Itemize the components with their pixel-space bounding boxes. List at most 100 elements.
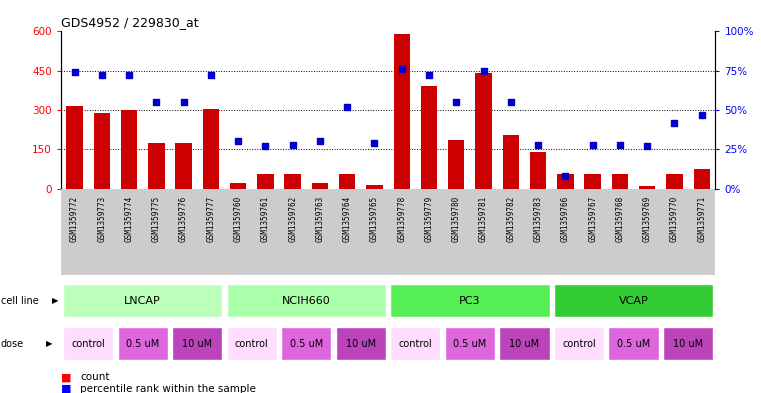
Bar	[609, 327, 658, 360]
Bar	[366, 185, 383, 189]
Text: 0.5 uM: 0.5 uM	[454, 339, 486, 349]
Bar	[282, 327, 331, 360]
Bar	[554, 284, 713, 317]
Text: percentile rank within the sample: percentile rank within the sample	[80, 384, 256, 393]
Text: GSM1359760: GSM1359760	[234, 196, 243, 242]
Text: GSM1359776: GSM1359776	[179, 196, 188, 242]
Bar	[230, 183, 247, 189]
Point	[368, 140, 380, 146]
Bar	[121, 110, 137, 189]
Text: GSM1359766: GSM1359766	[561, 196, 570, 242]
Text: 10 uM: 10 uM	[509, 339, 540, 349]
Bar	[227, 327, 277, 360]
Text: count: count	[80, 372, 110, 382]
Point	[668, 119, 680, 126]
Point	[396, 66, 408, 72]
Text: GSM1359768: GSM1359768	[616, 196, 624, 242]
Point	[641, 143, 653, 149]
Text: GSM1359765: GSM1359765	[370, 196, 379, 242]
Bar	[390, 284, 549, 317]
Bar	[227, 284, 386, 317]
Text: VCAP: VCAP	[619, 296, 648, 306]
Text: control: control	[399, 339, 432, 349]
Text: 0.5 uM: 0.5 uM	[290, 339, 323, 349]
Text: GSM1359782: GSM1359782	[506, 196, 515, 242]
Point	[451, 99, 463, 105]
Text: 10 uM: 10 uM	[673, 339, 703, 349]
Text: GSM1359777: GSM1359777	[206, 196, 215, 242]
Text: control: control	[562, 339, 596, 349]
Bar	[285, 174, 301, 189]
Point	[232, 138, 244, 145]
Bar	[445, 327, 495, 360]
Bar	[584, 174, 601, 189]
Point	[587, 141, 599, 148]
Bar	[421, 86, 437, 189]
Point	[614, 141, 626, 148]
Point	[505, 99, 517, 105]
Text: GSM1359771: GSM1359771	[697, 196, 706, 242]
Point	[477, 68, 489, 74]
Text: GSM1359761: GSM1359761	[261, 196, 270, 242]
Bar	[94, 113, 110, 189]
Bar	[502, 135, 519, 189]
Text: GSM1359778: GSM1359778	[397, 196, 406, 242]
Bar	[118, 327, 167, 360]
Text: ▶: ▶	[52, 296, 59, 305]
Text: GDS4952 / 229830_at: GDS4952 / 229830_at	[61, 16, 199, 29]
Text: 10 uM: 10 uM	[182, 339, 212, 349]
Bar	[172, 327, 222, 360]
Text: 0.5 uM: 0.5 uM	[126, 339, 159, 349]
Text: ■: ■	[61, 384, 72, 393]
Bar	[336, 327, 386, 360]
Bar	[448, 140, 464, 189]
Bar	[393, 34, 410, 189]
Bar	[663, 327, 713, 360]
Point	[260, 143, 272, 149]
Text: control: control	[72, 339, 105, 349]
Bar	[476, 73, 492, 189]
Text: 0.5 uM: 0.5 uM	[617, 339, 650, 349]
Bar	[639, 186, 655, 189]
Bar	[339, 174, 355, 189]
Point	[68, 69, 81, 75]
Text: ▶: ▶	[46, 340, 53, 348]
Bar	[312, 183, 328, 189]
Bar	[148, 143, 164, 189]
Text: GSM1359781: GSM1359781	[479, 196, 488, 242]
Bar	[693, 169, 710, 189]
Point	[123, 72, 135, 79]
Bar	[63, 327, 113, 360]
Text: ■: ■	[61, 372, 72, 382]
Text: GSM1359774: GSM1359774	[125, 196, 133, 242]
Text: GSM1359772: GSM1359772	[70, 196, 79, 242]
Text: GSM1359769: GSM1359769	[643, 196, 651, 242]
Point	[423, 72, 435, 79]
Bar	[202, 109, 219, 189]
Bar	[66, 106, 83, 189]
Text: GSM1359763: GSM1359763	[316, 196, 324, 242]
Text: GSM1359779: GSM1359779	[425, 196, 434, 242]
Text: 10 uM: 10 uM	[345, 339, 376, 349]
Text: GSM1359783: GSM1359783	[533, 196, 543, 242]
Text: GSM1359770: GSM1359770	[670, 196, 679, 242]
Bar	[667, 174, 683, 189]
Point	[696, 112, 708, 118]
Text: dose: dose	[1, 339, 24, 349]
Point	[205, 72, 217, 79]
Bar	[63, 284, 222, 317]
Bar	[257, 174, 274, 189]
Text: PC3: PC3	[459, 296, 481, 306]
Bar	[530, 152, 546, 189]
Text: GSM1359767: GSM1359767	[588, 196, 597, 242]
Bar	[612, 174, 628, 189]
Text: cell line: cell line	[1, 296, 39, 306]
Text: GSM1359775: GSM1359775	[152, 196, 161, 242]
Bar	[499, 327, 549, 360]
Point	[96, 72, 108, 79]
Bar	[557, 174, 574, 189]
Text: GSM1359764: GSM1359764	[342, 196, 352, 242]
Bar	[554, 327, 604, 360]
Bar	[390, 327, 441, 360]
Text: GSM1359762: GSM1359762	[288, 196, 297, 242]
